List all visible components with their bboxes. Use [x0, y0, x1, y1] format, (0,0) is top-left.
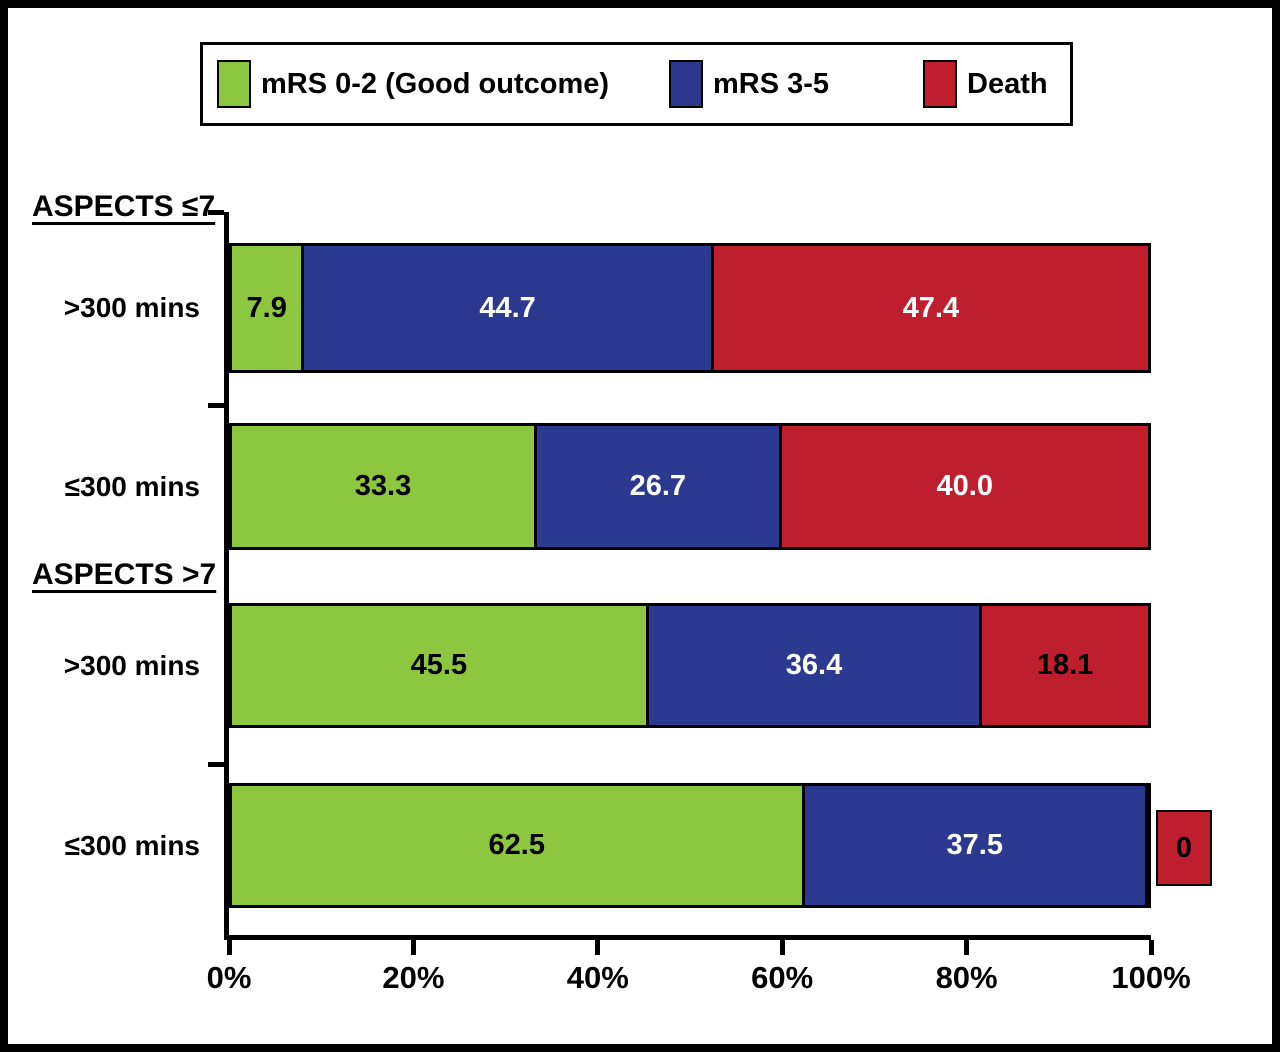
x-axis-tick	[226, 940, 232, 955]
legend-item-label: mRS 0-2 (Good outcome)	[261, 67, 610, 100]
bar-value-label: 45.5	[410, 649, 468, 681]
bar-segment: 18.1	[982, 606, 1148, 725]
y-axis-group-tick	[208, 403, 224, 408]
x-axis-tick	[595, 940, 601, 955]
bar-row: 45.5 36.4 18.1	[229, 603, 1151, 728]
legend-item-label: mRS 3-5	[713, 67, 830, 100]
bar-segment: 45.5	[232, 606, 649, 725]
bar-row: 33.3 26.7 40.0	[229, 423, 1151, 550]
zero-value-box: 0	[1156, 810, 1212, 886]
bar-value-label: 40.0	[936, 470, 993, 502]
x-axis-tick	[779, 940, 785, 955]
x-axis-tick	[964, 940, 970, 955]
x-axis-tick	[410, 940, 416, 955]
y-axis-category-label: >300 mins	[63, 649, 200, 681]
bar-segment: 26.7	[537, 426, 782, 547]
plot-area: 7.9 44.7 47.4 33.3 26.7 40.0 45.5 36.4 18.1 62.5 3…	[207, 210, 1212, 995]
x-axis-tick-label: 20%	[382, 960, 445, 995]
bar-segment: 44.7	[304, 246, 714, 370]
y-axis-category-label: ≤300 mins	[64, 470, 200, 502]
bar-value-label: 26.7	[629, 470, 687, 502]
x-axis-tick-label: 0%	[206, 960, 252, 995]
group-header-aspects-le7: ASPECTS ≤7	[32, 190, 216, 223]
bar-value-label: 47.4	[902, 291, 960, 324]
bar-segment: 33.3	[232, 426, 538, 547]
bar-row: 62.5 37.5 0	[229, 783, 1212, 908]
bar-value-label: 44.7	[479, 291, 536, 324]
bar-segment: 47.4	[713, 246, 1148, 370]
bar-segment: 62.5	[232, 786, 805, 905]
bar-value-label: 7.9	[246, 291, 287, 324]
bar-value-label: 37.5	[946, 829, 1003, 861]
y-axis-category-label: ≤300 mins	[64, 829, 200, 861]
bar-row: 7.9 44.7 47.4	[229, 243, 1151, 373]
legend-item-label: Death	[967, 67, 1048, 100]
bar-segment: 36.4	[648, 606, 983, 725]
bar-value-label: 0	[1175, 831, 1193, 864]
y-axis-category-label: >300 mins	[63, 292, 200, 323]
x-axis-tick-label: 40%	[566, 960, 629, 995]
bar-value-label: 62.5	[488, 829, 545, 861]
bar-segment: 37.5	[804, 786, 1148, 905]
bar-value-label: 36.4	[785, 649, 843, 681]
bar-segment: 7.9	[232, 246, 305, 370]
bar-segment: 40.0	[781, 426, 1148, 547]
y-axis-group-tick	[208, 210, 224, 215]
legend-swatch	[669, 60, 703, 108]
x-axis-tick-label: 80%	[935, 960, 998, 995]
bar-value-label: 33.3	[354, 470, 412, 502]
bar-value-label: 18.1	[1036, 649, 1094, 681]
y-axis-group-tick	[208, 762, 224, 767]
x-axis-tick-label: 60%	[751, 960, 814, 995]
legend-swatch	[217, 60, 251, 108]
group-header-aspects-gt7: ASPECTS >7	[32, 558, 217, 591]
x-axis-tick	[1148, 940, 1154, 955]
legend-item: mRS 0-2 (Good outcome)	[217, 45, 609, 123]
legend: mRS 0-2 (Good outcome) mRS 3-5 Death	[200, 42, 1073, 126]
legend-swatch	[923, 60, 957, 108]
legend-item: mRS 3-5	[669, 45, 829, 123]
legend-item: Death	[923, 45, 1048, 123]
x-axis-tick-label: 100%	[1111, 960, 1191, 995]
